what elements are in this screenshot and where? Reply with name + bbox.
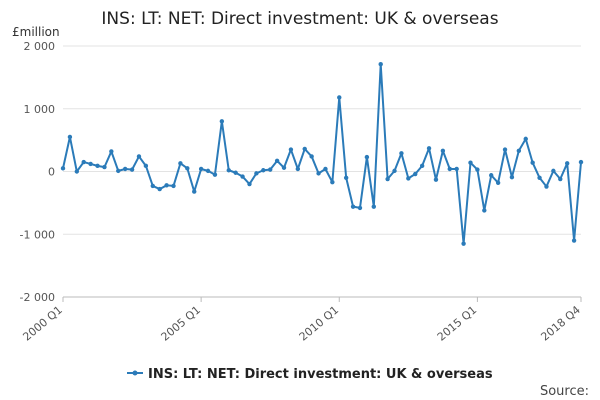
data-point[interactable]	[523, 136, 528, 142]
y-tick-label: 2 000	[24, 40, 56, 53]
y-axis-label: £million	[12, 25, 60, 39]
data-point[interactable]	[571, 238, 577, 243]
data-point[interactable]	[129, 167, 135, 172]
data-point[interactable]	[564, 161, 570, 166]
series-group	[60, 61, 584, 246]
data-point[interactable]	[67, 134, 73, 140]
data-point[interactable]	[116, 168, 121, 174]
data-point[interactable]	[295, 166, 301, 172]
data-point[interactable]	[551, 168, 556, 174]
data-point[interactable]	[509, 174, 515, 180]
data-point[interactable]	[226, 168, 231, 173]
data-point[interactable]	[413, 171, 418, 177]
data-point[interactable]	[212, 172, 218, 177]
data-point[interactable]	[274, 158, 280, 164]
x-axis: 2000 Q1 2005 Q1 2010 Q1 2015 Q1 2018 Q4	[20, 296, 583, 344]
data-point[interactable]	[109, 149, 114, 154]
data-point[interactable]	[558, 176, 563, 182]
data-point[interactable]	[530, 160, 535, 165]
data-point[interactable]	[337, 95, 342, 100]
data-point[interactable]	[192, 189, 197, 194]
data-point[interactable]	[268, 167, 273, 172]
data-point[interactable]	[309, 154, 314, 159]
data-point[interactable]	[495, 180, 501, 185]
source-label: Source:	[540, 384, 589, 399]
data-point[interactable]	[357, 205, 363, 211]
data-point[interactable]	[516, 148, 522, 153]
x-tick-label: 2000 Q1	[20, 303, 64, 343]
data-point[interactable]	[544, 184, 549, 189]
data-point[interactable]	[482, 208, 487, 213]
y-tick-label: 1 000	[24, 103, 56, 116]
data-point[interactable]	[461, 241, 466, 246]
data-point[interactable]	[136, 154, 142, 159]
data-point[interactable]	[164, 183, 169, 188]
legend-dot-marker	[132, 370, 138, 376]
data-point[interactable]	[330, 179, 335, 185]
data-point[interactable]	[350, 204, 356, 209]
data-point[interactable]	[364, 154, 370, 160]
data-point[interactable]	[316, 171, 321, 176]
data-point[interactable]	[502, 147, 508, 152]
data-point[interactable]	[74, 169, 80, 174]
data-point[interactable]	[185, 166, 190, 171]
data-point[interactable]	[288, 147, 294, 152]
data-point[interactable]	[240, 174, 245, 179]
data-point[interactable]	[88, 161, 93, 167]
data-point[interactable]	[447, 166, 452, 172]
data-point[interactable]	[454, 166, 459, 172]
data-point[interactable]	[157, 186, 162, 192]
data-point[interactable]	[489, 173, 494, 178]
y-tick-label: -1 000	[20, 228, 55, 241]
data-point[interactable]	[537, 175, 542, 180]
data-point[interactable]	[343, 175, 349, 180]
data-point[interactable]	[198, 166, 204, 172]
data-point[interactable]	[95, 163, 100, 169]
data-point[interactable]	[302, 146, 307, 152]
chart-title: INS: LT: NET: Direct investment: UK & ov…	[101, 9, 498, 29]
data-point[interactable]	[399, 151, 404, 156]
data-point[interactable]	[205, 168, 211, 174]
data-point[interactable]	[254, 171, 259, 176]
data-point[interactable]	[433, 177, 439, 182]
data-point[interactable]	[281, 165, 287, 170]
data-point[interactable]	[406, 176, 411, 181]
data-point[interactable]	[392, 168, 397, 174]
x-tick-label: 2018 Q4	[538, 303, 582, 343]
series-line	[62, 63, 582, 245]
x-tick-label: 2015 Q1	[435, 303, 479, 343]
data-point[interactable]	[247, 181, 252, 187]
data-point[interactable]	[578, 159, 584, 165]
data-point[interactable]	[81, 159, 86, 165]
legend[interactable]: INS: LT: NET: Direct investment: UK & ov…	[127, 367, 493, 382]
data-point[interactable]	[378, 61, 383, 67]
data-point[interactable]	[385, 176, 390, 182]
data-point[interactable]	[323, 166, 328, 172]
data-point[interactable]	[143, 163, 149, 169]
data-point[interactable]	[178, 161, 183, 166]
x-tick-label: 2005 Q1	[159, 303, 203, 343]
y-axis-ticks: 2 000 1 000 0 -1 000 -2 000	[20, 40, 55, 304]
data-point[interactable]	[371, 204, 376, 209]
data-point[interactable]	[171, 183, 176, 189]
data-point[interactable]	[468, 160, 473, 165]
x-tick-label: 2010 Q1	[297, 303, 341, 343]
data-point[interactable]	[102, 164, 107, 170]
data-point[interactable]	[426, 146, 432, 151]
data-point[interactable]	[475, 167, 480, 172]
data-point[interactable]	[440, 148, 446, 153]
data-point[interactable]	[261, 168, 266, 173]
data-point[interactable]	[219, 119, 225, 124]
data-point[interactable]	[122, 166, 128, 172]
data-point[interactable]	[233, 170, 238, 175]
legend-label: INS: LT: NET: Direct investment: UK & ov…	[148, 367, 493, 382]
data-point[interactable]	[419, 163, 425, 169]
y-tick-label: 0	[48, 166, 55, 179]
data-point[interactable]	[150, 183, 155, 189]
y-tick-label: -2 000	[20, 291, 55, 304]
data-point[interactable]	[60, 166, 66, 171]
